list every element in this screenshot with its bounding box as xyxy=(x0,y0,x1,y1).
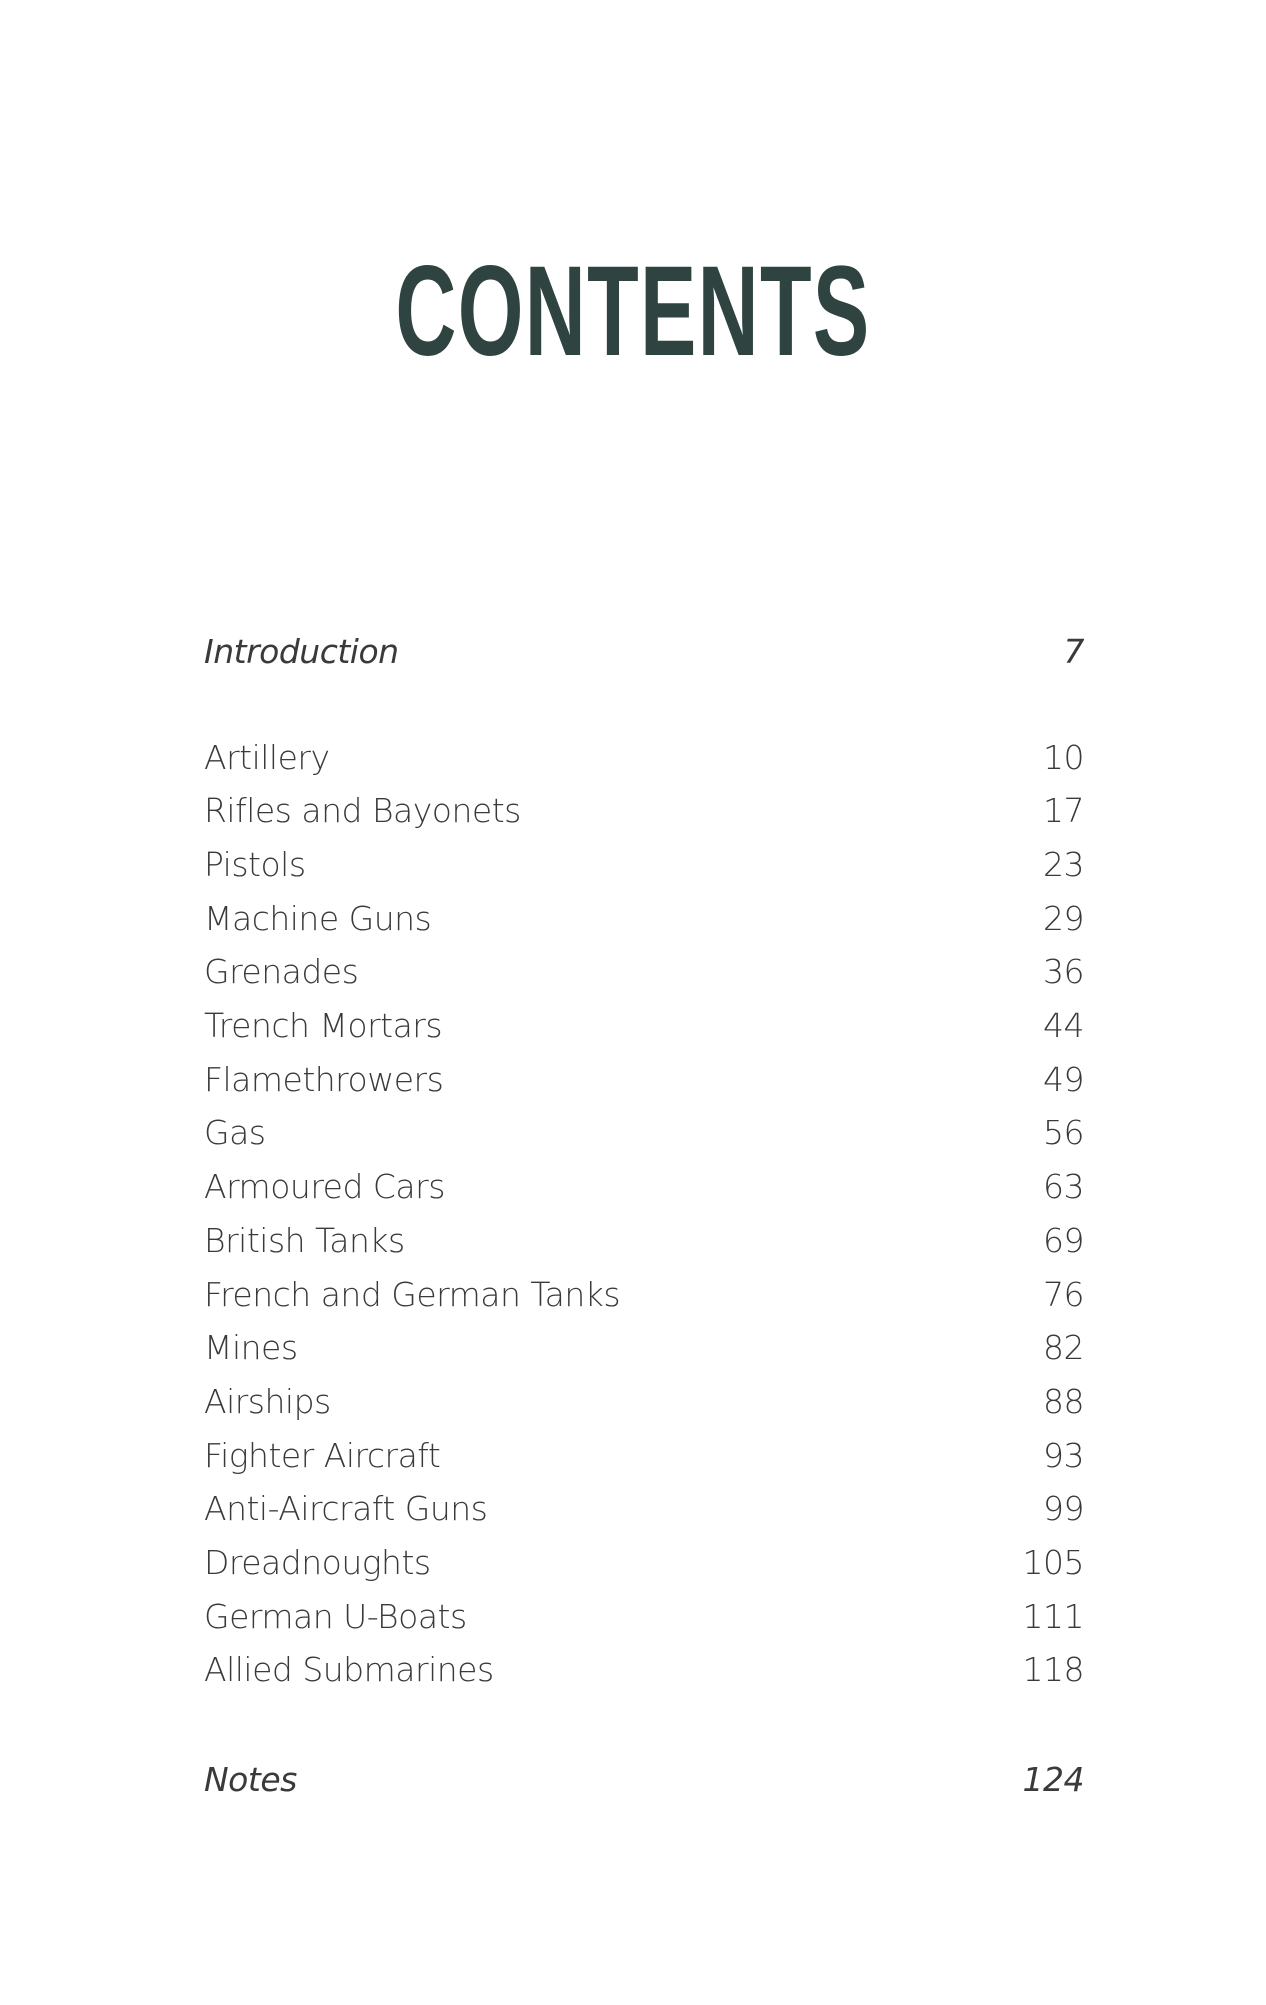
toc-entry-label: Anti-Aircraft Guns xyxy=(204,1489,488,1529)
toc-entry-label: Machine Guns xyxy=(204,898,432,938)
toc-entry-label: Grenades xyxy=(204,952,359,992)
toc-entry-page: 76 xyxy=(1043,1274,1085,1314)
toc-entry-label: Allied Submarines xyxy=(204,1650,494,1690)
toc-entry-label: British Tanks xyxy=(204,1220,405,1260)
toc-entry[interactable]: Machine Guns 29 xyxy=(204,893,1085,943)
toc-entry[interactable]: Trench Mortars 44 xyxy=(204,1001,1085,1051)
toc-entry-page: 44 xyxy=(1043,1006,1085,1045)
toc-entry[interactable]: German U-Boats 111 xyxy=(204,1591,1084,1641)
toc-entry-label: Rifles and Bayonets xyxy=(204,791,521,831)
toc-entry[interactable]: Airships 88 xyxy=(204,1376,1085,1426)
toc-entry-page: 105 xyxy=(1022,1543,1085,1582)
toc-entry[interactable]: Mines 82 xyxy=(204,1323,1085,1373)
toc-entry-label: Flamethrowers xyxy=(204,1059,444,1099)
toc-entry[interactable]: Pistols 23 xyxy=(204,839,1085,889)
toc-entry-page: 63 xyxy=(1043,1167,1085,1207)
toc-entry-notes[interactable]: Notes 124 xyxy=(204,1754,1084,1804)
toc-entry[interactable]: Rifles and Bayonets 17 xyxy=(204,786,1085,836)
toc-entry-page: 7 xyxy=(1063,631,1085,671)
toc-entry-introduction[interactable]: Introduction 7 xyxy=(204,626,1084,676)
toc-entry-label: Airships xyxy=(204,1381,331,1421)
toc-entry-page: 118 xyxy=(1022,1650,1085,1690)
toc-entry[interactable]: Anti-Aircraft Guns 99 xyxy=(204,1484,1085,1534)
toc-entry[interactable]: Grenades 36 xyxy=(204,947,1085,997)
toc-entry-page: 124 xyxy=(1022,1759,1085,1799)
page-title: CONTENTS xyxy=(395,240,871,383)
toc-entry[interactable]: French and German Tanks 76 xyxy=(204,1269,1085,1319)
toc-entry-page: 82 xyxy=(1043,1328,1085,1368)
toc-entry[interactable]: Flamethrowers 49 xyxy=(204,1054,1085,1104)
toc-entry-page: 93 xyxy=(1043,1435,1085,1475)
toc-entry-page: 23 xyxy=(1043,844,1085,884)
toc-entry[interactable]: British Tanks 69 xyxy=(204,1215,1085,1265)
toc-entry-page: 10 xyxy=(1043,737,1085,777)
toc-entry-label: Fighter Aircraft xyxy=(204,1435,441,1475)
page-title-wrap: CONTENTS xyxy=(0,248,1266,376)
toc-entry-label: Trench Mortars xyxy=(204,1006,443,1045)
toc-entry[interactable]: Allied Submarines 118 xyxy=(204,1645,1084,1695)
toc-entry-label: German U-Boats xyxy=(204,1596,467,1636)
toc-entry-label: Artillery xyxy=(204,737,330,777)
toc-entry-label: Armoured Cars xyxy=(204,1167,445,1207)
toc-entry-page: 49 xyxy=(1043,1059,1085,1099)
toc-entry-page: 69 xyxy=(1043,1220,1085,1260)
toc-entry-page: 111 xyxy=(1022,1596,1085,1636)
toc-entry-page: 56 xyxy=(1043,1113,1085,1153)
toc-entry-label: Introduction xyxy=(204,631,399,671)
toc-entry-label: Dreadnoughts xyxy=(204,1543,431,1582)
toc-entry-label: Pistols xyxy=(204,844,306,884)
toc-entry[interactable]: Artillery 10 xyxy=(204,732,1085,782)
toc-entry-page: 36 xyxy=(1043,952,1085,992)
toc-entry[interactable]: Dreadnoughts 105 xyxy=(204,1538,1084,1588)
toc-entry-page: 99 xyxy=(1043,1489,1085,1529)
toc-entry-label: Gas xyxy=(204,1113,266,1153)
toc-entry-page: 29 xyxy=(1043,898,1085,938)
toc-entry-label: French and German Tanks xyxy=(204,1274,621,1314)
toc-entry-label: Mines xyxy=(204,1328,298,1368)
toc-entry[interactable]: Armoured Cars 63 xyxy=(204,1162,1085,1212)
toc-entry[interactable]: Fighter Aircraft 93 xyxy=(204,1430,1085,1480)
toc-entry-label: Notes xyxy=(204,1759,297,1799)
toc-entry-page: 88 xyxy=(1043,1381,1085,1421)
toc-entry-page: 17 xyxy=(1043,791,1085,831)
toc-entry[interactable]: Gas 56 xyxy=(204,1108,1085,1158)
